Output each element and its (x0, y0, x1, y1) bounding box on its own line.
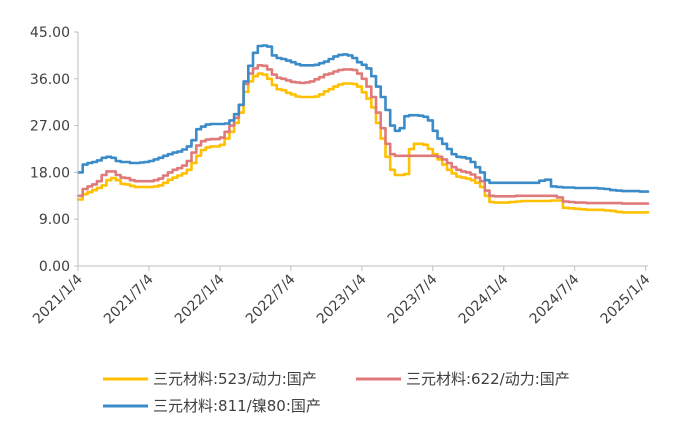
legend-item-3: 三元材料:811/镍80:国产 (103, 397, 321, 415)
legend-label: 三元材料:811/镍80:国产 (153, 397, 321, 415)
legend-item-1: 三元材料:523/动力:国产 (103, 370, 317, 388)
x-tick-label: 2023/1/4 (314, 271, 370, 327)
legend-label: 三元材料:622/动力:国产 (406, 370, 570, 388)
series-line-2 (76, 64, 650, 205)
plot-area: 0.00 9.00 18.00 27.00 36.00 45.00 2021/1/4 2021… (30, 25, 654, 327)
x-tick-label: 2021/7/4 (101, 271, 157, 327)
x-tick-label: 2024/7/4 (527, 271, 583, 327)
y-tick-label: 45.00 (30, 25, 70, 41)
y-tick-label: 9.00 (39, 212, 70, 228)
x-tick-label: 2021/1/4 (30, 271, 86, 327)
x-tick-label: 2024/1/4 (456, 271, 512, 327)
legend: 三元材料:523/动力:国产 三元材料:622/动力:国产三元材料:811/镍80… (103, 370, 570, 415)
y-tick-label: 0.00 (39, 259, 70, 275)
series-layer (76, 44, 650, 214)
y-tick-label: 27.00 (30, 119, 70, 135)
legend-label: 三元材料:523/动力:国产 (153, 370, 317, 388)
legend-item-2: 三元材料:622/动力:国产 (356, 370, 570, 388)
series-line-3 (76, 44, 650, 193)
x-tick-label: 2022/7/4 (243, 271, 299, 327)
y-tick-label: 36.00 (30, 72, 70, 88)
x-tick-label: 2022/1/4 (172, 271, 228, 327)
series-line-1 (76, 72, 650, 214)
y-tick-label: 18.00 (30, 165, 70, 181)
x-tick-label: 2025/1/4 (598, 271, 654, 327)
x-tick-label: 2023/7/4 (385, 271, 441, 327)
